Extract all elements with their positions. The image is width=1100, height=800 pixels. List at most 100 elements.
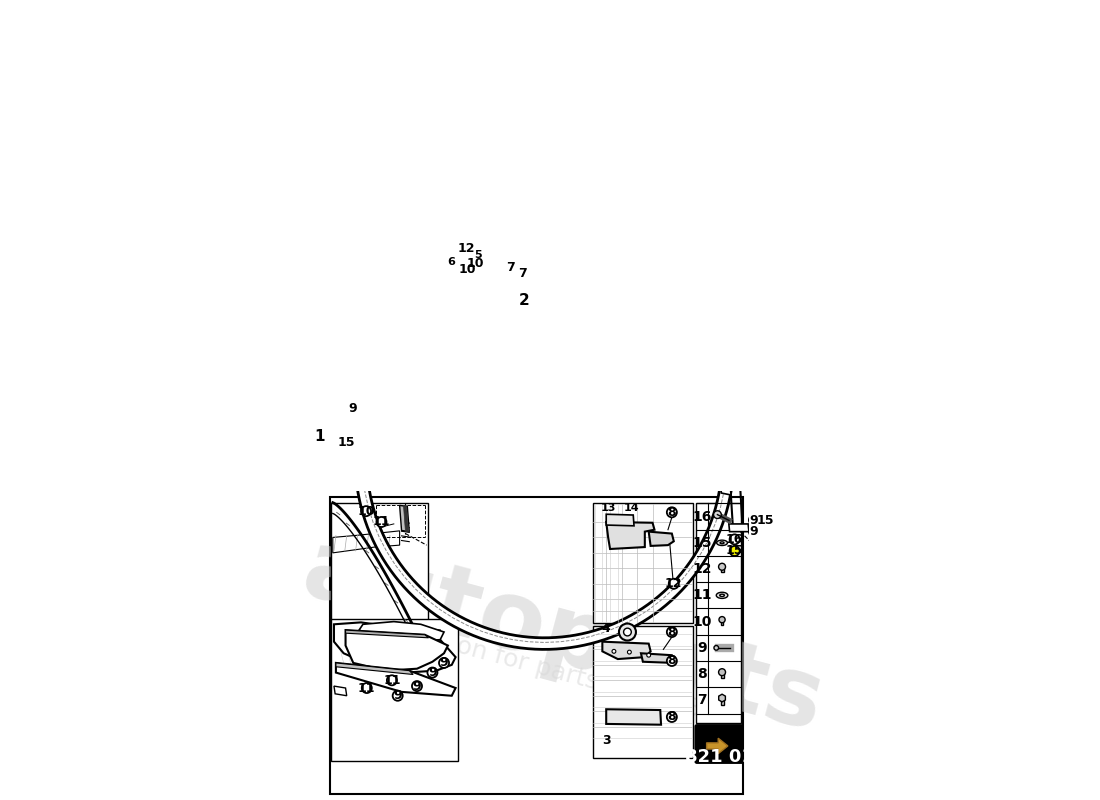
Text: 11: 11 xyxy=(383,674,400,686)
Circle shape xyxy=(667,656,676,666)
Text: 7: 7 xyxy=(506,261,515,274)
Polygon shape xyxy=(641,654,674,663)
Circle shape xyxy=(667,507,676,518)
Text: 7: 7 xyxy=(518,266,527,280)
Circle shape xyxy=(461,243,471,253)
Text: 10: 10 xyxy=(466,257,484,270)
FancyBboxPatch shape xyxy=(593,626,693,758)
Circle shape xyxy=(714,646,718,650)
Ellipse shape xyxy=(719,594,725,597)
Polygon shape xyxy=(603,642,650,659)
Circle shape xyxy=(393,690,403,701)
Polygon shape xyxy=(706,738,728,754)
Text: autoparts: autoparts xyxy=(293,524,834,752)
Text: 9: 9 xyxy=(394,690,402,702)
FancyBboxPatch shape xyxy=(331,502,428,650)
FancyBboxPatch shape xyxy=(696,726,742,762)
Circle shape xyxy=(624,628,631,636)
Circle shape xyxy=(412,681,422,691)
Text: 8: 8 xyxy=(697,667,707,681)
Circle shape xyxy=(667,712,676,722)
Text: 15: 15 xyxy=(757,514,774,526)
Text: 8: 8 xyxy=(668,654,676,667)
Polygon shape xyxy=(458,273,461,282)
Text: 10: 10 xyxy=(358,505,375,518)
Polygon shape xyxy=(333,531,399,553)
Polygon shape xyxy=(334,622,455,673)
Ellipse shape xyxy=(716,540,727,546)
Polygon shape xyxy=(460,270,471,280)
Circle shape xyxy=(518,268,528,278)
Circle shape xyxy=(505,262,515,272)
Text: 7: 7 xyxy=(697,694,707,707)
Circle shape xyxy=(719,617,725,622)
Polygon shape xyxy=(404,506,408,532)
Text: 5: 5 xyxy=(474,250,482,260)
Circle shape xyxy=(647,654,650,657)
FancyBboxPatch shape xyxy=(331,618,458,762)
Text: 8: 8 xyxy=(668,506,676,519)
Circle shape xyxy=(760,515,770,525)
Text: 13: 13 xyxy=(601,502,616,513)
Text: 15: 15 xyxy=(692,536,712,550)
Text: 16: 16 xyxy=(726,533,744,546)
FancyBboxPatch shape xyxy=(720,699,724,705)
Text: 9: 9 xyxy=(428,666,437,679)
Text: 821 01: 821 01 xyxy=(684,748,754,766)
FancyBboxPatch shape xyxy=(696,503,741,722)
Text: 14: 14 xyxy=(624,502,639,513)
Polygon shape xyxy=(729,524,749,532)
Circle shape xyxy=(348,404,358,414)
Circle shape xyxy=(474,250,482,258)
Polygon shape xyxy=(719,476,732,495)
Circle shape xyxy=(718,669,726,676)
Text: 8: 8 xyxy=(668,626,676,638)
Circle shape xyxy=(627,650,631,654)
FancyBboxPatch shape xyxy=(720,566,724,572)
Circle shape xyxy=(471,258,481,269)
Text: 9: 9 xyxy=(412,679,421,693)
Polygon shape xyxy=(606,522,654,549)
Circle shape xyxy=(439,658,449,668)
Circle shape xyxy=(612,650,616,654)
Text: 15: 15 xyxy=(726,545,744,558)
FancyBboxPatch shape xyxy=(720,672,724,678)
Circle shape xyxy=(729,546,739,556)
Polygon shape xyxy=(355,274,733,650)
Text: 10: 10 xyxy=(692,614,712,629)
Polygon shape xyxy=(345,630,448,670)
Text: 9: 9 xyxy=(749,525,758,538)
Circle shape xyxy=(729,534,739,544)
Ellipse shape xyxy=(720,542,724,544)
Polygon shape xyxy=(334,686,346,696)
Ellipse shape xyxy=(716,592,728,598)
Text: 15: 15 xyxy=(338,436,355,450)
Polygon shape xyxy=(345,630,429,638)
Text: 2: 2 xyxy=(518,293,529,308)
Text: 9: 9 xyxy=(749,514,758,526)
Polygon shape xyxy=(490,274,514,286)
Text: a passion for parts slonim85: a passion for parts slonim85 xyxy=(370,611,719,726)
Polygon shape xyxy=(497,275,518,290)
Polygon shape xyxy=(606,514,634,526)
Circle shape xyxy=(361,506,371,516)
FancyBboxPatch shape xyxy=(720,620,723,625)
Circle shape xyxy=(749,526,759,537)
Text: 1: 1 xyxy=(315,430,324,445)
Text: 4: 4 xyxy=(602,622,610,634)
Circle shape xyxy=(669,578,679,589)
Circle shape xyxy=(714,510,722,518)
Polygon shape xyxy=(336,663,455,696)
Polygon shape xyxy=(606,710,661,725)
Circle shape xyxy=(718,563,726,570)
Polygon shape xyxy=(472,267,487,279)
Circle shape xyxy=(376,517,386,527)
Circle shape xyxy=(448,258,455,266)
Text: 12: 12 xyxy=(458,242,474,254)
Text: 3: 3 xyxy=(602,734,610,746)
Polygon shape xyxy=(718,694,725,702)
Text: 11: 11 xyxy=(373,515,390,529)
FancyBboxPatch shape xyxy=(593,503,693,623)
Text: 9: 9 xyxy=(440,657,449,670)
Text: 9: 9 xyxy=(697,641,707,655)
